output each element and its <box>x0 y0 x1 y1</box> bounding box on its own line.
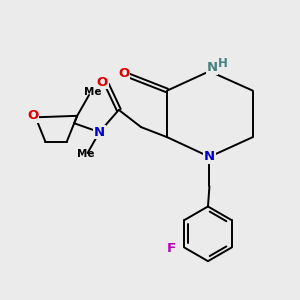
Text: N: N <box>204 150 215 163</box>
Text: O: O <box>97 76 108 89</box>
Text: Me: Me <box>77 149 95 160</box>
Text: O: O <box>118 67 130 80</box>
Text: O: O <box>27 109 38 122</box>
Text: F: F <box>166 242 176 256</box>
Text: Me: Me <box>84 87 101 97</box>
Text: N: N <box>206 61 218 74</box>
Text: N: N <box>94 126 105 139</box>
Text: H: H <box>218 57 228 70</box>
